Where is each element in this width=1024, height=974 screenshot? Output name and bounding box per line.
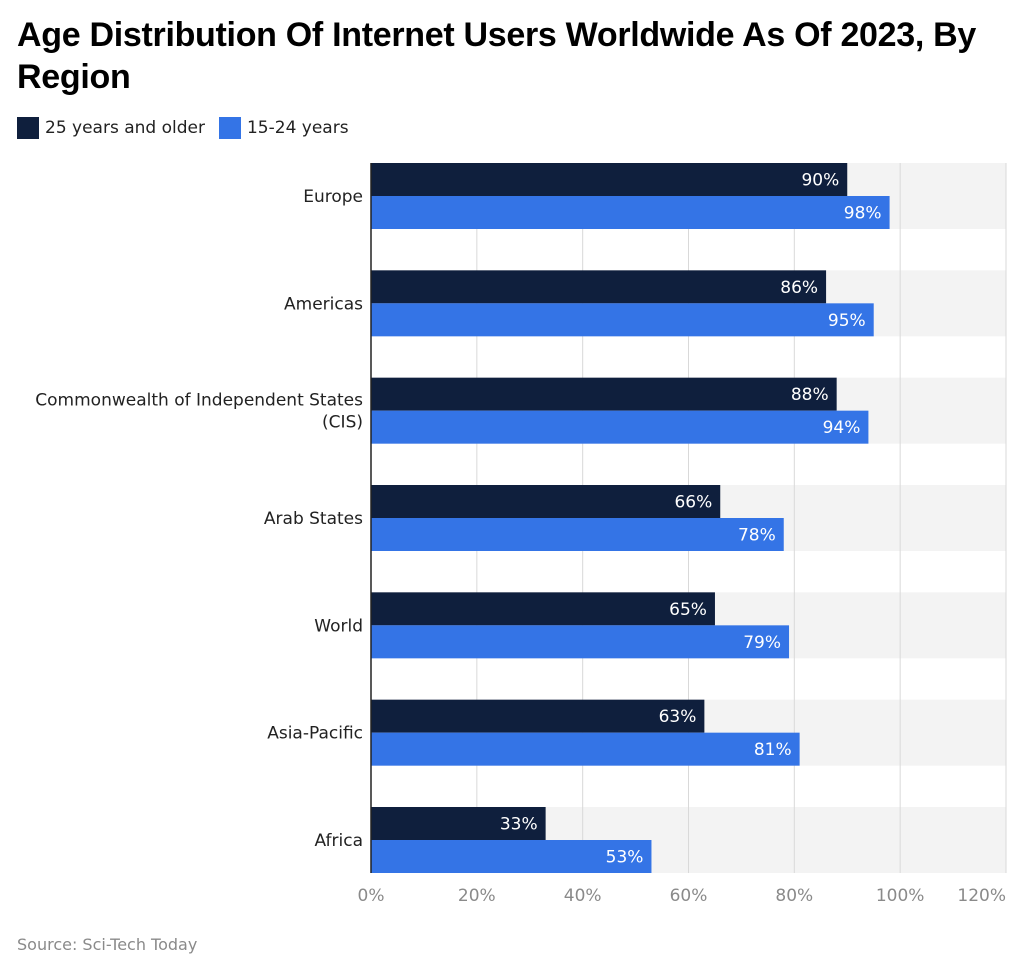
legend-label-young: 15-24 years [246,118,349,138]
x-tick-label: 100% [876,886,925,906]
category-label: Americas [284,294,363,314]
data-label: 53% [606,848,644,868]
legend-swatch-older [17,117,39,139]
legend-item-older: 25 years and older [17,117,205,139]
legend-label-older: 25 years and older [45,118,205,138]
data-label: 90% [801,171,839,191]
bar-older [371,377,837,411]
bar-older [371,270,827,304]
bar-young [371,518,784,551]
data-label: 63% [659,707,697,727]
data-label: 86% [780,278,818,298]
x-tick-label: 40% [564,886,602,906]
category-label: Africa [315,831,364,851]
chart-title: Age Distribution Of Internet Users World… [17,16,977,96]
category-label: Asia-Pacific [267,724,363,744]
category-label: World [314,616,363,636]
x-tick-label: 120% [957,886,1006,906]
bar-older [371,592,715,626]
bar-young [371,732,800,766]
category-label: Europe [303,187,363,207]
data-label: 88% [791,385,829,405]
bar-young [371,196,890,229]
x-tick-label: 20% [458,886,496,906]
chart-source: Source: Sci-Tech Today [17,935,198,954]
data-label: 81% [754,740,792,760]
bar-young [371,303,874,337]
data-label: 33% [500,815,538,835]
x-tick-label: 0% [358,886,385,906]
bar-older [371,807,546,840]
data-label: 65% [669,600,707,620]
chart-legend: 25 years and older 15-24 years [17,117,363,139]
x-tick-label: 60% [670,886,708,906]
category-label: (CIS) [322,413,363,433]
bar-young [371,840,652,873]
data-label: 78% [738,526,776,546]
data-label: 98% [844,204,882,224]
bar-young [371,410,869,444]
category-label: Commonwealth of Independent States [35,391,363,411]
data-label: 66% [674,493,712,513]
bar-older [371,485,721,518]
data-label: 79% [743,633,781,653]
data-label: 95% [828,311,866,331]
bar-older [371,163,848,196]
legend-item-young: 15-24 years [218,117,349,139]
x-tick-label: 80% [775,886,813,906]
bar-older [371,699,705,733]
bar-young [371,625,790,659]
legend-swatch-young [218,117,241,139]
data-label: 94% [823,418,861,438]
category-label: Arab States [264,509,363,529]
